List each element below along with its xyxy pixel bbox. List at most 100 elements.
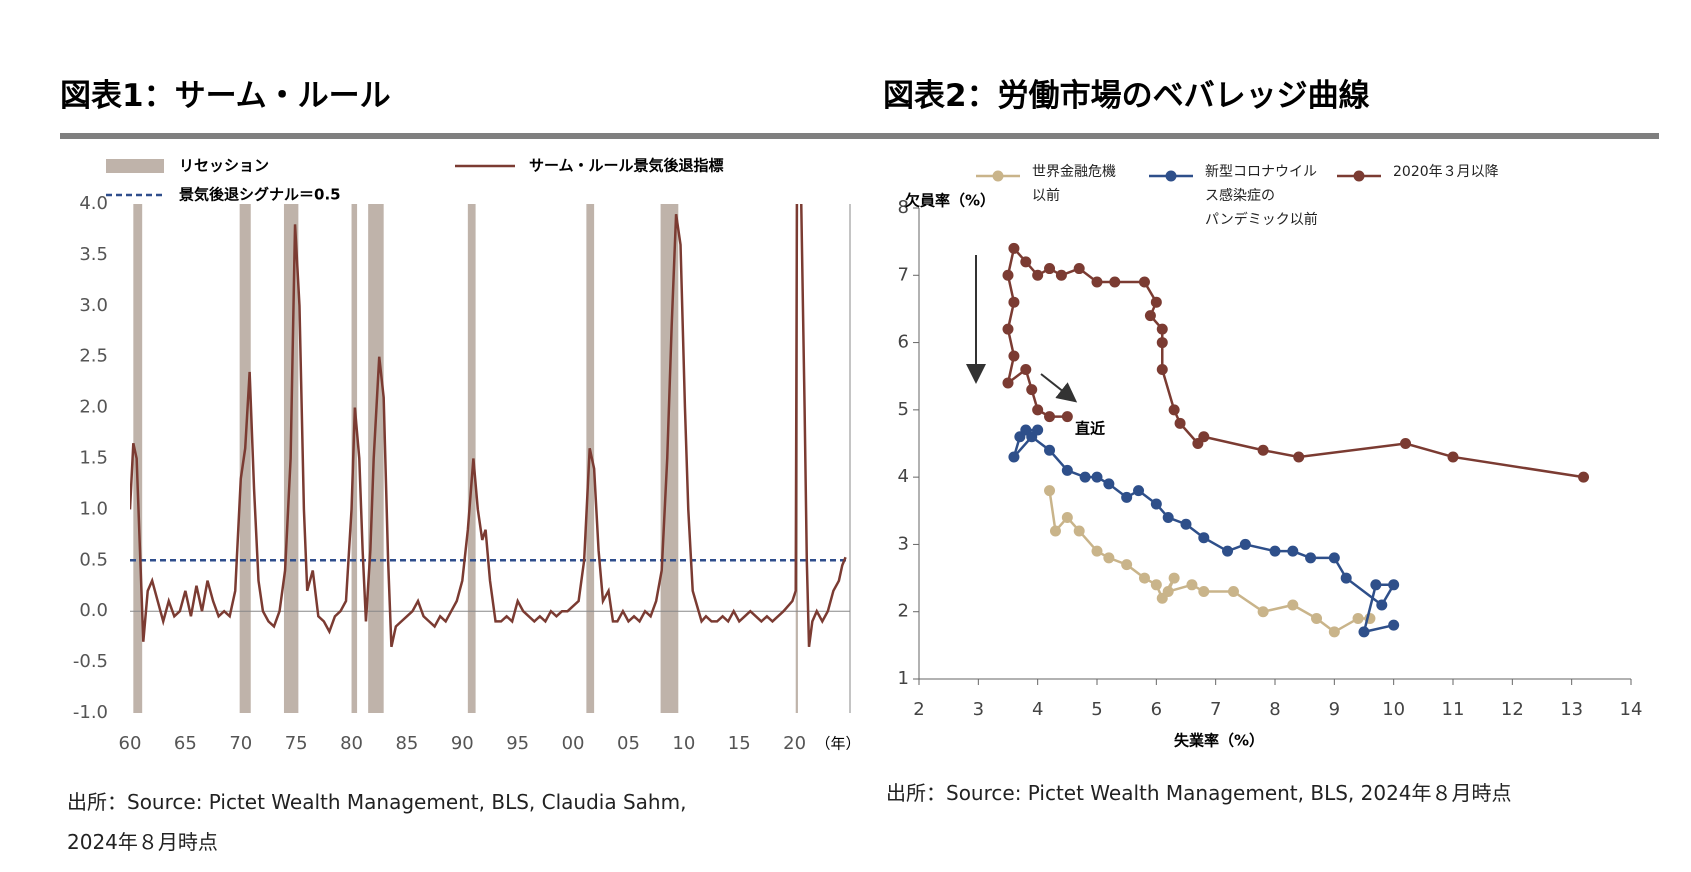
y-tick-label: 1 bbox=[898, 668, 909, 689]
point bbox=[1002, 269, 1014, 281]
point bbox=[1150, 296, 1162, 308]
x-tick-label: 65 bbox=[174, 733, 197, 754]
point bbox=[1227, 586, 1239, 598]
recession bbox=[239, 204, 251, 713]
point bbox=[1168, 404, 1180, 416]
y-tick-label: 2.0 bbox=[79, 397, 108, 418]
point bbox=[1257, 606, 1269, 618]
legend-label: 2020年３月以降 bbox=[1393, 164, 1499, 180]
point bbox=[1150, 498, 1162, 510]
x-tick-label: 11 bbox=[1442, 699, 1465, 720]
y-tick-label: 3.5 bbox=[79, 244, 108, 265]
point bbox=[1257, 444, 1269, 456]
y-tick-label: 3 bbox=[898, 533, 909, 554]
point bbox=[1061, 411, 1073, 423]
y-tick-label: 2 bbox=[898, 601, 909, 622]
right-title: 図表2：労働市場のベバレッジ曲線 bbox=[883, 78, 1370, 114]
legend-label: リセッション bbox=[179, 157, 269, 175]
legend-swatch bbox=[992, 170, 1004, 182]
point bbox=[1388, 579, 1400, 591]
point bbox=[1103, 478, 1115, 490]
y-tick-label: 1.0 bbox=[79, 498, 108, 519]
x-tick-label: 13 bbox=[1560, 699, 1583, 720]
y-tick-label: 1.5 bbox=[79, 448, 108, 469]
indicator-line bbox=[130, 204, 847, 648]
point bbox=[1044, 411, 1056, 423]
point bbox=[1156, 337, 1168, 349]
point bbox=[1079, 471, 1091, 483]
point bbox=[1340, 572, 1352, 584]
x-tick-label: 95 bbox=[506, 733, 529, 754]
point bbox=[1091, 471, 1103, 483]
point bbox=[1162, 586, 1174, 598]
point bbox=[1156, 323, 1168, 335]
point bbox=[1447, 451, 1459, 463]
point bbox=[1222, 545, 1234, 557]
x-tick-label: 80 bbox=[340, 733, 363, 754]
point bbox=[1287, 599, 1299, 611]
point bbox=[1032, 269, 1044, 281]
y-tick-label: 6 bbox=[898, 332, 909, 353]
point bbox=[1044, 444, 1056, 456]
recession bbox=[660, 204, 679, 713]
y-tick-label: 4 bbox=[898, 466, 909, 487]
series-line bbox=[1048, 490, 1370, 634]
point bbox=[1287, 545, 1299, 557]
arrow bbox=[1040, 373, 1078, 403]
point bbox=[1008, 242, 1020, 254]
x-tick-label: 12 bbox=[1501, 699, 1524, 720]
point bbox=[1269, 545, 1281, 557]
x-tick-label: 5 bbox=[1091, 699, 1102, 720]
y-tick-label: 3.0 bbox=[79, 295, 108, 316]
point bbox=[1091, 276, 1103, 288]
point bbox=[1002, 377, 1014, 389]
x-tick-label: 00 bbox=[562, 733, 585, 754]
point bbox=[1144, 310, 1156, 322]
legend-label: サーム・ルール景気後退指標 bbox=[529, 157, 724, 175]
y-tick-label: 8 bbox=[898, 197, 909, 218]
point bbox=[1192, 438, 1204, 449]
point bbox=[1109, 276, 1121, 288]
point bbox=[1376, 599, 1388, 611]
point bbox=[1091, 545, 1103, 557]
x-tick-label: 2 bbox=[913, 699, 924, 720]
y-tick-label: 7 bbox=[898, 264, 909, 285]
point bbox=[1121, 559, 1133, 571]
point bbox=[1121, 491, 1133, 503]
point bbox=[1168, 572, 1180, 584]
x-tick-label: 6 bbox=[1151, 699, 1162, 720]
point bbox=[1032, 404, 1044, 416]
x-tick-label: 05 bbox=[617, 733, 640, 754]
point bbox=[1578, 471, 1590, 483]
divider bbox=[60, 133, 1659, 139]
point bbox=[1388, 619, 1400, 631]
point bbox=[1180, 518, 1192, 530]
point bbox=[1156, 363, 1168, 375]
point bbox=[1138, 572, 1150, 584]
point bbox=[1020, 363, 1032, 375]
x-tick-label: 7 bbox=[1210, 699, 1221, 720]
legend-label: 景気後退シグナル＝0.5 bbox=[179, 186, 341, 204]
point bbox=[1044, 485, 1056, 497]
recession bbox=[467, 204, 476, 713]
x-tick-label: 15 bbox=[728, 733, 751, 754]
point bbox=[1174, 417, 1186, 429]
annotation: 直近 bbox=[1075, 420, 1105, 438]
x-tick-label: 70 bbox=[229, 733, 252, 754]
x-tick-label: 10 bbox=[672, 733, 695, 754]
legend-swatch bbox=[106, 159, 164, 173]
x-tick-label: 90 bbox=[451, 733, 474, 754]
point bbox=[1008, 296, 1020, 308]
point bbox=[1239, 538, 1251, 550]
x-tick-label: 14 bbox=[1620, 699, 1643, 720]
y-tick-label: 5 bbox=[898, 399, 909, 420]
series-line bbox=[1012, 428, 1396, 634]
x-tick-label: 85 bbox=[395, 733, 418, 754]
point bbox=[1133, 485, 1145, 497]
x-tick-label: 60 bbox=[119, 733, 142, 754]
point bbox=[1008, 350, 1020, 362]
point bbox=[1073, 263, 1085, 275]
point bbox=[1328, 626, 1340, 638]
point bbox=[1198, 586, 1210, 598]
